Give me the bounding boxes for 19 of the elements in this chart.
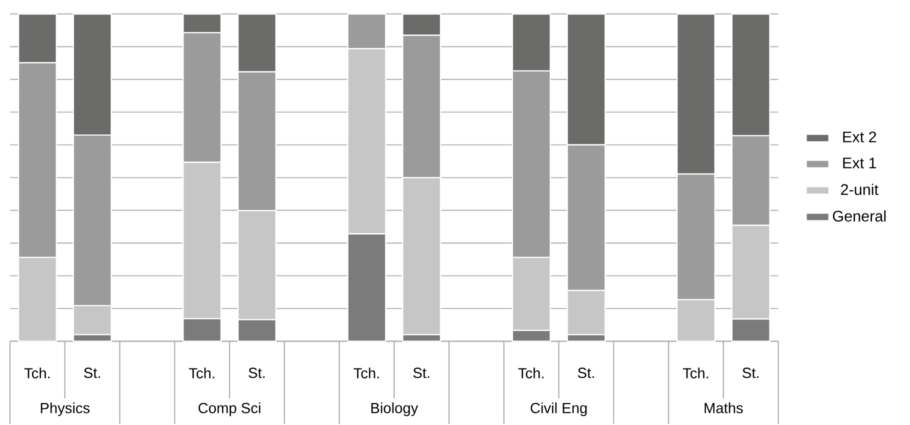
x-tick-label: St. [578, 368, 594, 378]
x-tick-label: St. [742, 368, 758, 378]
x-tick-label: Tch. [354, 368, 379, 379]
text: Physics [40, 402, 90, 416]
legend-label: General [832, 210, 886, 222]
text: Comp Sci [198, 402, 260, 416]
x-tick-label: Tch. [518, 368, 544, 379]
x-tick-label: Tch. [24, 368, 50, 379]
x-tick-label: St. [84, 368, 100, 378]
x-tick-label: Tch. [189, 368, 214, 379]
legend-label: Ext 2 [843, 132, 876, 143]
text: Biology [371, 402, 418, 416]
text: Civil Eng [530, 402, 587, 416]
x-tick-label: St. [248, 368, 265, 378]
text: Maths [704, 402, 743, 414]
x-tick-label: St. [413, 368, 430, 378]
legend-label: Ext 1 [843, 158, 876, 169]
x-tick-label: Tch. [682, 368, 708, 379]
legend-label: 2-unit [841, 184, 878, 196]
